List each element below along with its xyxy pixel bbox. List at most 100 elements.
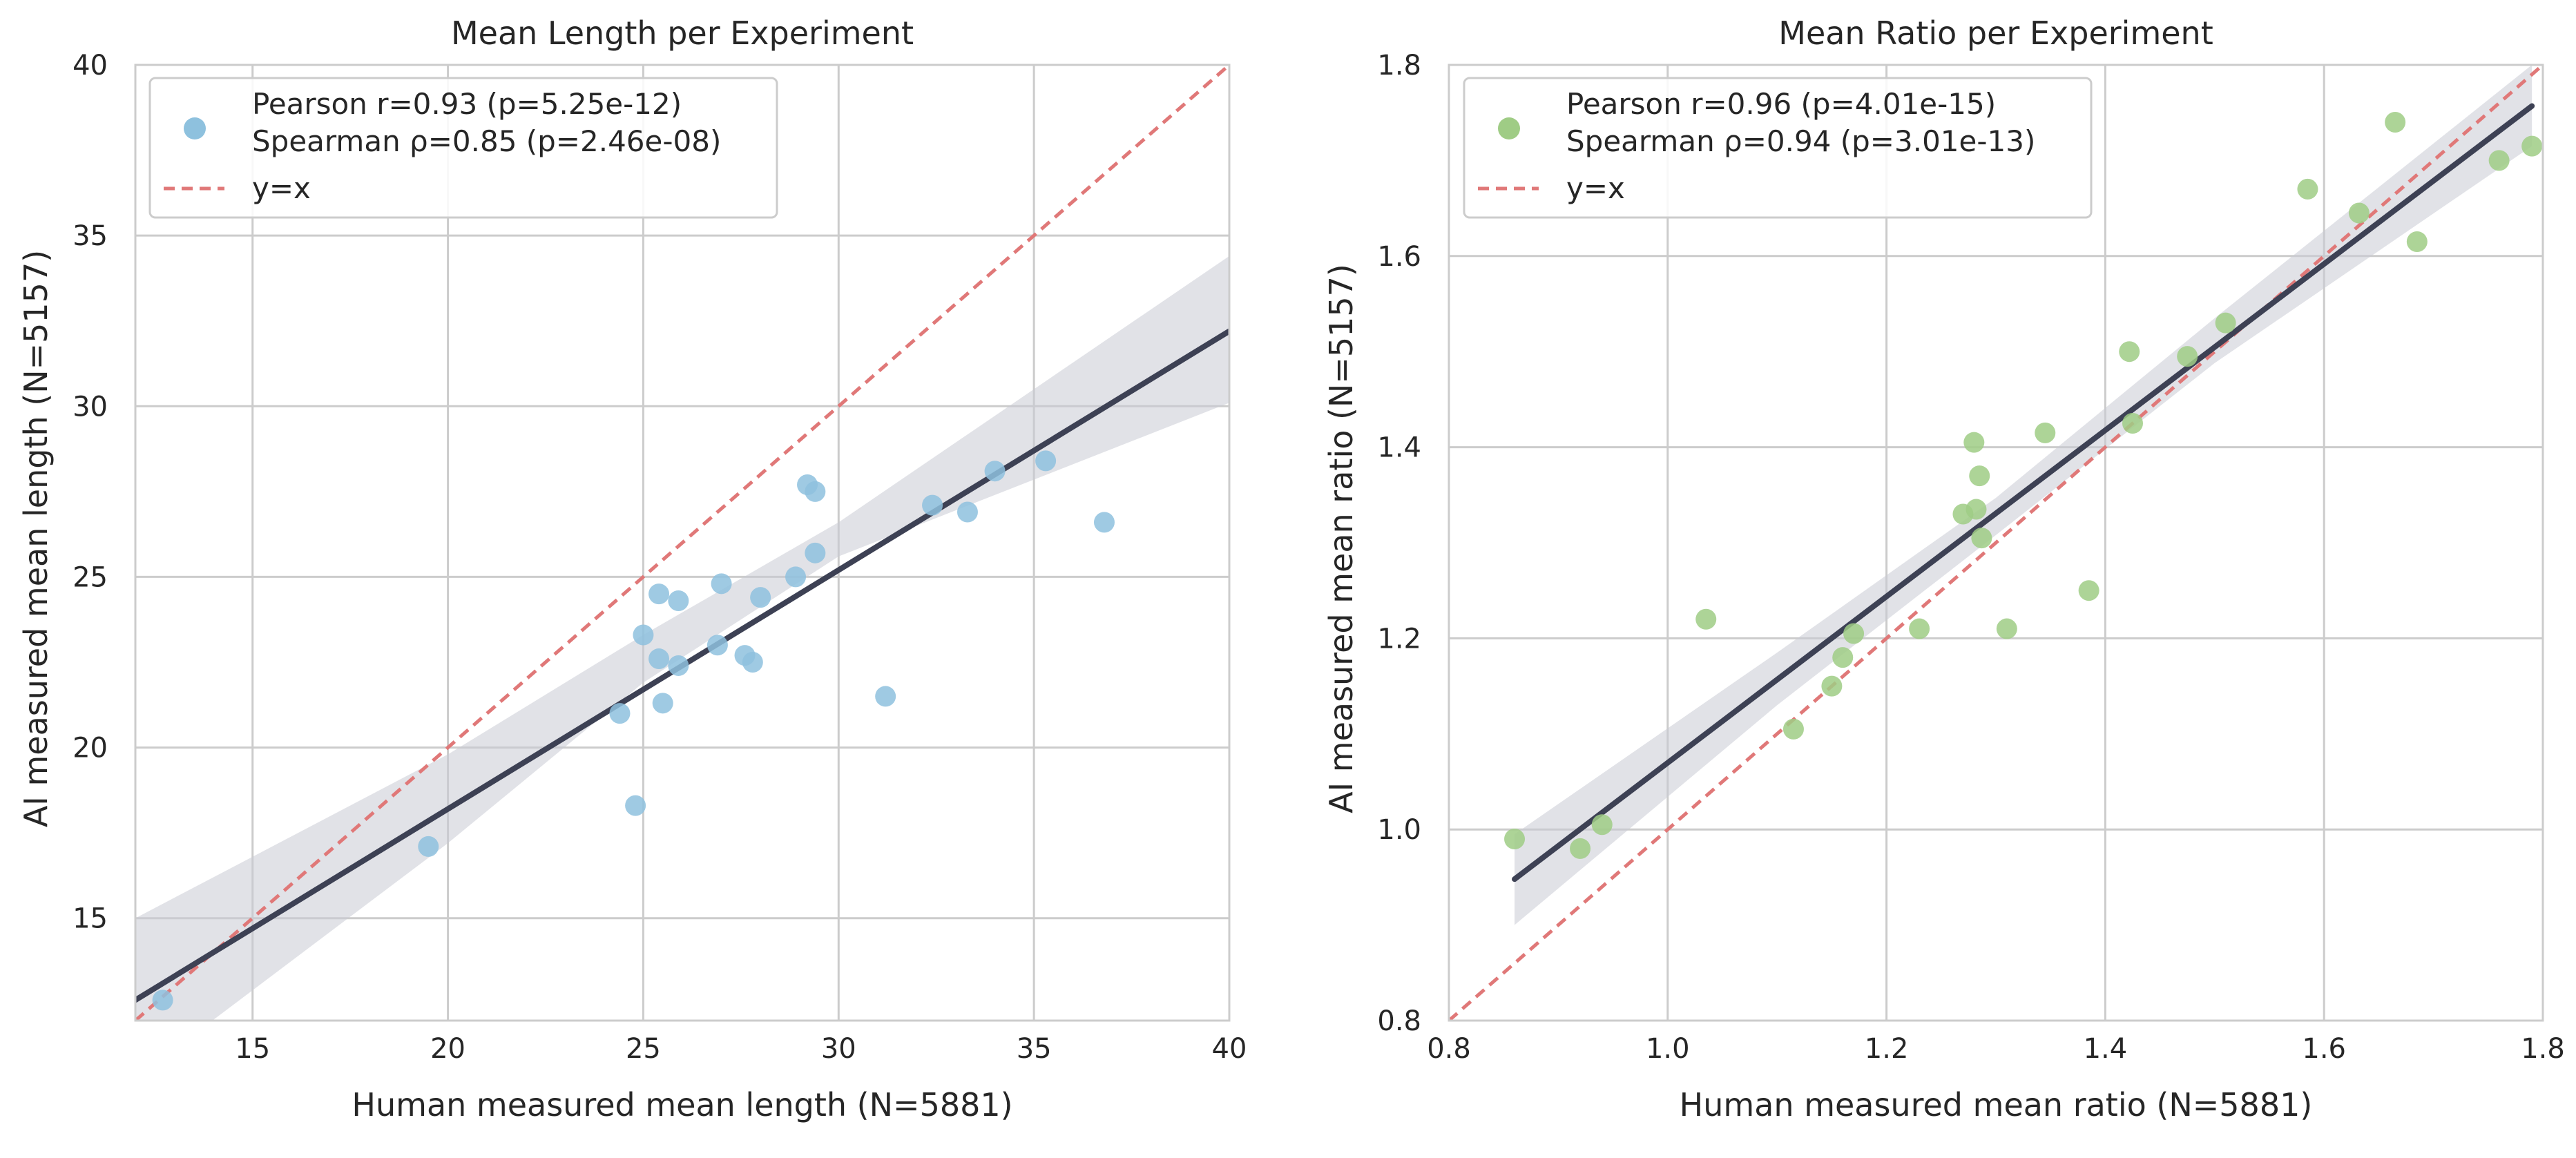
data-point [2521,135,2543,157]
data-point [805,542,826,563]
y-tick-label: 40 [73,50,108,81]
legend-scatter-marker [184,117,206,139]
data-point [1821,675,1843,697]
y-tick-labels: 0.8 1.0 1.2 1.4 1.6 1.8 [1377,50,1421,1037]
data-point [2177,346,2198,367]
data-point [418,836,439,857]
data-point [2348,202,2370,224]
data-point [1570,838,1591,859]
data-point [1909,618,1930,639]
identity-line [135,65,1229,1021]
data-point [2406,231,2428,253]
y-tick-label: 1.2 [1377,623,1421,655]
confidence-band-area [135,255,1229,1021]
data-point [805,481,826,502]
confidence-band [135,255,1229,1021]
x-tick-label: 15 [235,1033,270,1065]
data-point [633,624,654,646]
data-point [2035,422,2056,443]
data-point [1969,465,1990,487]
x-tick-label: 25 [626,1033,661,1065]
y-tick-label: 20 [73,733,108,764]
data-point [648,648,670,670]
y-tick-label: 35 [73,220,108,252]
x-tick-label: 35 [1017,1033,1052,1065]
y-tick-label: 1.8 [1377,50,1421,81]
x-tick-label: 20 [430,1033,465,1065]
legend-spearman: Spearman ρ=0.94 (p=3.01e-13) [1566,124,2035,158]
x-axis-label: Human measured mean length (N=5881) [352,1086,1012,1123]
y-tick-label: 30 [73,391,108,423]
data-point [984,461,1006,482]
data-point [2122,413,2143,434]
plot-frame [1448,64,2544,1022]
data-point [668,590,689,612]
data-point [1832,647,1854,668]
x-tick-labels: 0.8 1.0 1.2 1.4 1.6 1.8 [1427,1033,2565,1065]
data-point [711,573,732,595]
legend: Pearson r=0.93 (p=5.25e-12) Spearman ρ=0… [148,77,778,219]
y-axis-label: AI measured mean ratio (N=5157) [1323,264,1360,813]
data-point [1965,499,1987,520]
identity-line-path [1449,65,2543,1021]
data-point [2215,312,2236,334]
data-point [2488,150,2510,171]
regression-line [1512,103,2535,882]
data-point [1782,718,1804,740]
data-point [742,652,763,673]
identity-line [1449,65,2543,1021]
y-axis-label: AI measured mean length (N=5157) [17,250,55,827]
data-point [922,494,943,516]
data-point [1035,450,1057,472]
data-point [609,703,631,724]
y-tick-label: 1.0 [1377,814,1421,846]
y-tick-label: 1.4 [1377,432,1421,464]
chart-title: Mean Length per Experiment [451,15,914,52]
data-point [2297,178,2318,200]
data-point [152,990,173,1011]
x-tick-label: 1.4 [2084,1033,2128,1065]
legend-pearson: Pearson r=0.93 (p=5.25e-12) [252,87,682,121]
data-point [707,635,728,656]
data-point [2385,112,2406,133]
y-tick-label: 25 [73,561,108,593]
x-axis-label: Human measured mean ratio (N=5881) [1680,1086,2313,1123]
plot-frame [134,64,1231,1022]
x-tick-label: 40 [1212,1033,1247,1065]
x-tick-label: 1.6 [2302,1033,2346,1065]
data-point [1504,829,1526,850]
y-tick-label: 15 [73,903,108,935]
x-tick-label: 1.0 [1646,1033,1690,1065]
data-point [875,686,896,707]
data-point [750,587,771,608]
length-chart: Mean Length per Experiment 15 20 25 30 35 40 … [17,15,1247,1123]
x-tick-label: 1.2 [1865,1033,1909,1065]
data-point [1843,623,1865,644]
data-point [652,693,673,714]
data-point [785,566,807,588]
data-point [1963,432,1985,453]
ratio-chart: Mean Ratio per Experiment 0.8 1.0 1.2 1.4 1.… [1323,15,2565,1123]
legend-pearson: Pearson r=0.96 (p=4.01e-15) [1566,87,1996,121]
regression-line-path [1512,103,2535,882]
data-point [1591,814,1613,836]
y-tick-label: 0.8 [1377,1005,1421,1037]
legend-box [148,77,778,219]
legend-identity: y=x [1566,171,1625,205]
scatter-points [152,450,1115,1011]
identity-line-path [135,65,1229,1021]
x-tick-label: 1.8 [2521,1033,2565,1065]
legend-scatter-marker [1498,117,1520,139]
data-point [625,795,646,816]
x-tick-labels: 15 20 25 30 35 40 [235,1033,1247,1065]
data-point [957,501,978,523]
legend: Pearson r=0.96 (p=4.01e-15) Spearman ρ=0… [1463,77,2093,219]
data-point [1093,512,1115,533]
data-point [2119,341,2140,363]
data-point [668,655,689,676]
scatter-points [1504,112,2543,859]
x-tick-label: 0.8 [1427,1033,1471,1065]
x-tick-label: 30 [821,1033,856,1065]
legend-spearman: Spearman ρ=0.85 (p=2.46e-08) [252,124,721,158]
